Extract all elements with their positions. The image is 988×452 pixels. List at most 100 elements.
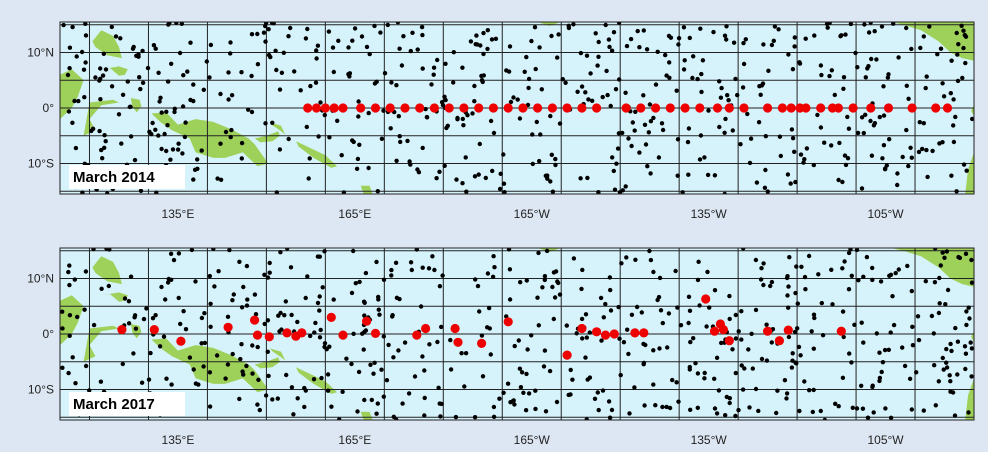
argo-float-dot <box>405 138 410 144</box>
argo-float-dot <box>239 156 244 161</box>
argo-float-dot <box>239 140 245 146</box>
argo-float-dot <box>512 343 517 349</box>
argo-float-dot <box>666 311 672 316</box>
argo-float-dot <box>962 344 968 349</box>
argo-float-dot <box>545 173 550 178</box>
argo-float-dot <box>839 33 844 38</box>
argo-float-dot <box>386 342 391 348</box>
argo-float-dot <box>695 405 700 410</box>
argo-float-dot <box>375 401 380 406</box>
argo-float-dot <box>460 116 465 122</box>
argo-float-dot <box>67 263 72 268</box>
argo-float-dot <box>647 248 652 254</box>
argo-float-dot <box>951 139 957 145</box>
tao-buoy-dot <box>412 330 422 340</box>
argo-float-dot <box>807 388 812 393</box>
argo-float-dot <box>490 274 496 279</box>
argo-float-dot <box>420 354 425 359</box>
argo-float-dot <box>841 86 846 92</box>
argo-float-dot <box>201 364 206 369</box>
argo-float-dot <box>522 69 527 75</box>
argo-float-dot <box>584 335 589 340</box>
argo-float-dot <box>583 312 589 317</box>
argo-float-dot <box>601 315 606 320</box>
argo-float-dot <box>648 171 653 176</box>
argo-float-dot <box>526 391 532 396</box>
argo-float-dot <box>505 381 511 386</box>
argo-float-dot <box>199 315 205 321</box>
argo-float-dot <box>302 404 307 410</box>
argo-float-dot <box>295 319 300 325</box>
argo-float-dot <box>731 40 737 45</box>
argo-float-dot <box>479 333 485 338</box>
argo-float-dot <box>76 98 81 104</box>
argo-float-dot <box>346 45 351 50</box>
argo-float-dot <box>223 129 229 135</box>
argo-float-dot <box>485 46 490 52</box>
argo-float-dot <box>608 287 613 293</box>
argo-float-dot <box>265 349 270 354</box>
argo-float-dot <box>385 22 390 28</box>
argo-float-dot <box>611 30 617 35</box>
argo-float-dot <box>730 128 735 133</box>
argo-float-dot <box>356 369 362 375</box>
argo-float-dot <box>472 99 477 104</box>
argo-float-dot <box>848 22 854 27</box>
argo-float-dot <box>406 391 412 396</box>
argo-float-dot <box>241 372 246 377</box>
argo-float-dot <box>351 331 356 336</box>
argo-float-dot <box>150 316 156 321</box>
argo-float-dot <box>832 92 837 98</box>
argo-float-dot <box>376 297 381 302</box>
tao-buoy-dot <box>816 103 826 113</box>
lat-tick-label: 10°N <box>27 272 54 286</box>
argo-float-dot <box>70 24 75 30</box>
argo-float-dot <box>843 32 848 37</box>
argo-float-dot <box>711 29 716 35</box>
argo-float-dot <box>646 130 651 135</box>
argo-float-dot <box>229 127 234 133</box>
argo-float-dot <box>473 42 478 47</box>
argo-float-dot <box>850 405 855 410</box>
argo-float-dot <box>99 147 104 153</box>
argo-float-dot <box>278 250 283 255</box>
argo-float-dot <box>584 417 589 420</box>
argo-float-dot <box>596 39 601 45</box>
argo-float-dot <box>265 275 271 280</box>
argo-float-dot <box>665 345 670 350</box>
argo-float-dot <box>303 295 308 301</box>
argo-float-dot <box>171 257 177 263</box>
argo-float-dot <box>120 92 126 98</box>
argo-float-dot <box>148 350 153 356</box>
argo-float-dot <box>830 302 835 307</box>
argo-float-dot <box>330 45 336 50</box>
argo-float-dot <box>122 296 128 301</box>
argo-float-dot <box>660 127 666 133</box>
argo-float-dot <box>282 313 287 318</box>
argo-float-dot <box>289 312 294 318</box>
argo-float-dot <box>803 287 808 292</box>
argo-float-dot <box>131 351 136 356</box>
argo-float-dot <box>623 184 628 189</box>
argo-float-dot <box>349 361 354 367</box>
argo-float-dot <box>128 134 134 139</box>
argo-float-dot <box>215 176 220 181</box>
argo-float-dot <box>340 389 345 394</box>
tao-buoy-dot <box>630 328 640 338</box>
argo-float-dot <box>366 165 371 171</box>
argo-float-dot <box>759 266 764 271</box>
argo-float-dot <box>201 87 206 93</box>
argo-float-dot <box>145 65 151 71</box>
argo-float-dot <box>941 94 947 99</box>
argo-float-dot <box>245 297 250 302</box>
argo-float-dot <box>932 280 938 285</box>
argo-float-dot <box>376 307 381 312</box>
argo-float-dot <box>935 52 940 57</box>
argo-float-dot <box>868 22 873 25</box>
argo-float-dot <box>598 295 604 301</box>
argo-float-dot <box>819 300 824 306</box>
argo-float-dot <box>635 28 640 34</box>
tao-buoy-dot <box>774 336 785 346</box>
argo-float-dot <box>518 280 523 285</box>
argo-float-dot <box>161 334 167 339</box>
